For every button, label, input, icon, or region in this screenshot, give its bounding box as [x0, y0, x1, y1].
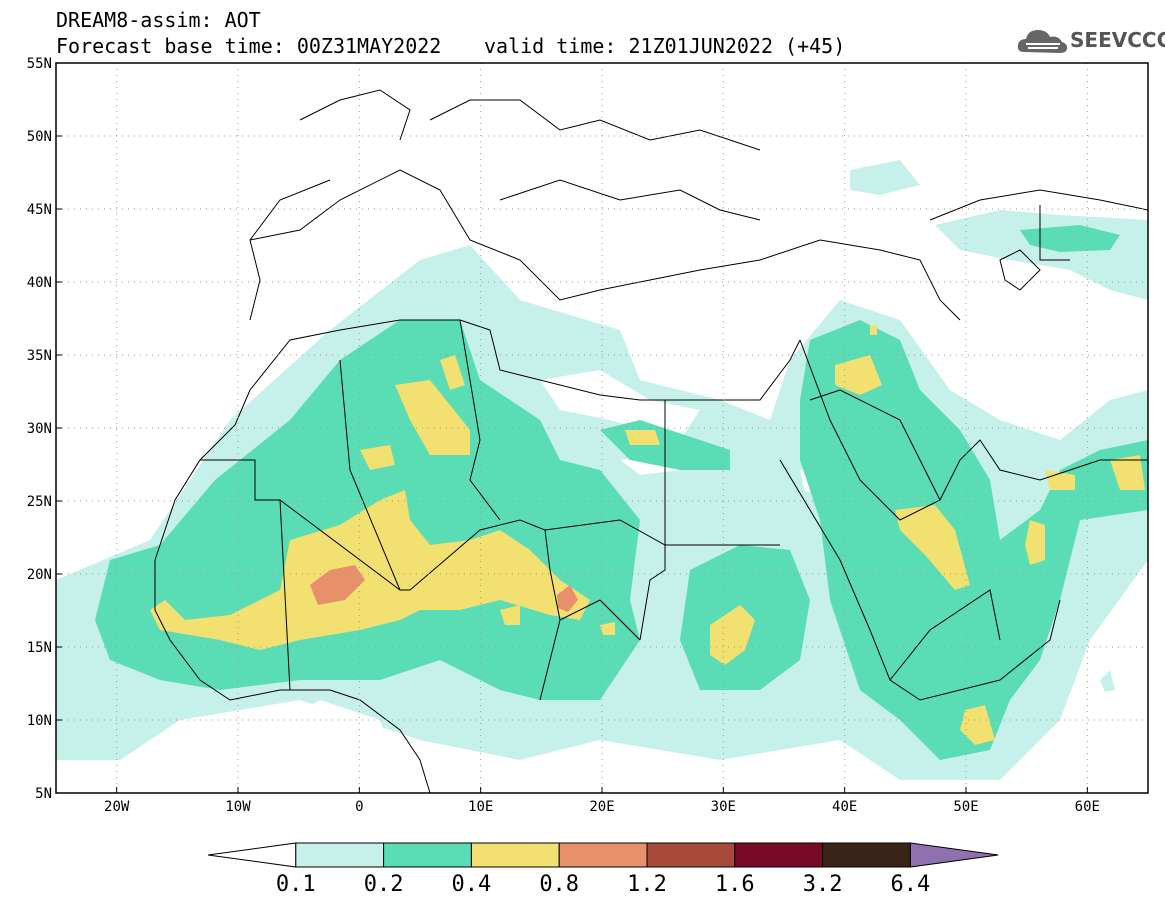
aot-level-0-8	[310, 565, 578, 612]
cloud-icon	[1017, 30, 1068, 53]
lon-tick-label: 50E	[953, 799, 978, 815]
colorbar-above-triangle	[909, 842, 999, 868]
colorbar-label: 0.8	[539, 872, 579, 897]
colorbar-label: 0.1	[276, 872, 316, 897]
lon-tick-label: 10W	[225, 799, 251, 815]
colorbar-segment	[822, 842, 911, 868]
lon-tick-label: 40E	[832, 799, 857, 815]
forecast-base-time: Forecast base time: 00Z31MAY2022	[56, 34, 442, 58]
lon-tick-label: 0	[355, 799, 363, 815]
lat-tick-label: 5N	[35, 786, 52, 802]
lat-tick-label: 35N	[27, 348, 52, 364]
lat-tick-label: 20N	[27, 567, 52, 583]
colorbar-label: 0.2	[364, 872, 404, 897]
lat-tick-label: 10N	[27, 713, 52, 729]
valid-time: valid time: 21Z01JUN2022 (+45)	[484, 34, 846, 58]
coastlines	[154, 89, 1148, 793]
colorbar-segment	[646, 842, 736, 868]
colorbar-label: 0.4	[452, 872, 492, 897]
lat-tick-label: 15N	[27, 640, 52, 656]
colorbar-label: 1.6	[715, 872, 755, 897]
axis-ticks: 20W 10W 0 10E 20E 30E 40E 50E 60E 5N 10N 15N 20N 25N 3…	[27, 56, 1100, 815]
colorbar-segment	[558, 842, 648, 868]
lon-tick-label: 20E	[589, 799, 614, 815]
colorbar-segment	[470, 842, 560, 868]
lat-tick-label: 55N	[27, 56, 52, 72]
aot-level-0-4	[150, 325, 1145, 745]
lon-tick-label: 20W	[104, 799, 130, 815]
lat-tick-label: 45N	[27, 202, 52, 218]
colorbar-below-triangle	[207, 842, 297, 868]
colorbar-segment	[295, 842, 385, 868]
seevccc-logo: SEEVCCC	[1016, 24, 1165, 58]
colorbar-label: 1.2	[627, 872, 667, 897]
country-borders	[200, 99, 1070, 701]
lon-tick-label: 60E	[1075, 799, 1100, 815]
logo-text: SEEVCCC	[1070, 28, 1165, 52]
colorbar-label: 3.2	[803, 872, 843, 897]
lat-tick-label: 30N	[27, 421, 52, 437]
lat-tick-label: 25N	[27, 494, 52, 510]
colorbar-label: 6.4	[891, 872, 931, 897]
aot-field	[56, 160, 1148, 793]
graticule	[56, 63, 1148, 793]
map-title: DREAM8-assim: AOT	[56, 8, 261, 32]
lat-tick-label: 40N	[27, 275, 52, 291]
colorbar-segment	[383, 842, 472, 868]
lat-tick-label: 50N	[27, 129, 52, 145]
lon-tick-label: 10E	[468, 799, 493, 815]
colorbar-segment	[734, 842, 824, 868]
lon-tick-label: 30E	[711, 799, 736, 815]
